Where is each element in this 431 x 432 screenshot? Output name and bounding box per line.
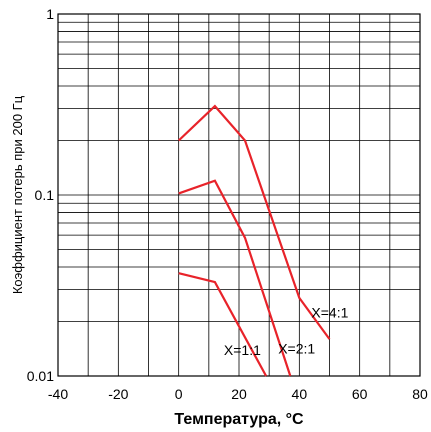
x-tick-label: -40 bbox=[48, 386, 68, 402]
plot-frame bbox=[57, 13, 421, 377]
x-tick-label: 60 bbox=[352, 386, 368, 402]
series-layer bbox=[177, 104, 331, 377]
y-tick-labels: 1 0.1 0.01 bbox=[27, 6, 54, 384]
x-tick-labels: -40 -20 0 20 40 60 80 bbox=[48, 386, 428, 402]
y-tick-label: 0.1 bbox=[35, 187, 55, 203]
series-annotation: X=4:1 bbox=[311, 305, 348, 321]
y-tick-label: 0.01 bbox=[27, 368, 54, 384]
series-line-1 bbox=[177, 104, 331, 340]
grid bbox=[58, 14, 420, 376]
x-tick-label: 40 bbox=[292, 386, 308, 402]
series-annotation: X=2:1 bbox=[278, 341, 315, 357]
x-tick-label: -20 bbox=[108, 386, 128, 402]
y-axis-label: Коэффициент потерь при 200 Гц bbox=[10, 95, 25, 294]
series-line-2 bbox=[178, 179, 292, 377]
annotations: X=4:1 X=2:1 X=1:1 bbox=[224, 305, 349, 358]
y-tick-label: 1 bbox=[46, 6, 54, 22]
x-axis-label: Температура, °C bbox=[174, 411, 304, 428]
series-line-3 bbox=[178, 272, 268, 377]
x-tick-label: 20 bbox=[231, 386, 247, 402]
x-tick-label: 0 bbox=[175, 386, 183, 402]
series-annotation: X=1:1 bbox=[224, 342, 261, 358]
x-tick-label: 80 bbox=[412, 386, 428, 402]
